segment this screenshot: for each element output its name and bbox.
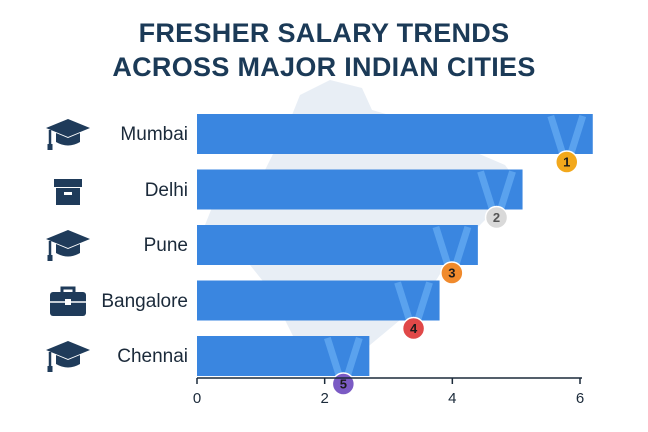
bar-mumbai: [197, 114, 593, 154]
briefcase-icon: [44, 282, 92, 322]
medal-rank-label: 3: [448, 266, 455, 281]
medal-rank-label: 1: [563, 155, 570, 170]
medal-rank-label: 2: [493, 210, 500, 225]
chart-title: FRESHER SALARY TRENDS ACROSS MAJOR INDIA…: [0, 16, 648, 84]
medal-disc: [401, 316, 426, 341]
bars-group: [197, 114, 593, 376]
graduation-cap-icon: [44, 337, 92, 377]
x-tick-label-2: 2: [320, 390, 328, 407]
chart-title-line-1: FRESHER SALARY TRENDS: [138, 18, 510, 48]
medal-rank-label: 4: [410, 321, 418, 336]
x-tick-label-0: 0: [193, 390, 201, 407]
chart-title-line-2: ACROSS MAJOR INDIAN CITIES: [112, 52, 536, 82]
category-label-mumbai: Mumbai: [120, 124, 188, 145]
medal-1: 1: [547, 114, 587, 174]
x-tick-label-4: 4: [448, 390, 456, 407]
bar-delhi: [197, 169, 523, 210]
medal-2: 2: [477, 170, 516, 230]
graduation-cap-icon: [44, 115, 92, 155]
graduation-cap-icon: [44, 226, 92, 266]
category-label-pune: Pune: [143, 235, 188, 256]
bar-pune: [197, 225, 478, 265]
x-axis: 0 2 4 6: [193, 377, 584, 407]
medal-disc: [440, 261, 464, 285]
medal-rank-label: 5: [340, 377, 347, 392]
medal-disc: [484, 205, 509, 230]
category-label-chennai: Chennai: [117, 346, 188, 367]
box-icon: [44, 171, 92, 211]
medal-4: 4: [394, 281, 433, 341]
category-label-delhi: Delhi: [144, 179, 188, 201]
category-label-bangalore: Bangalore: [101, 290, 188, 312]
medal-3: 3: [432, 225, 472, 285]
x-tick-label-6: 6: [576, 390, 584, 407]
bar-chennai: [197, 336, 370, 376]
medal-disc: [555, 150, 579, 174]
